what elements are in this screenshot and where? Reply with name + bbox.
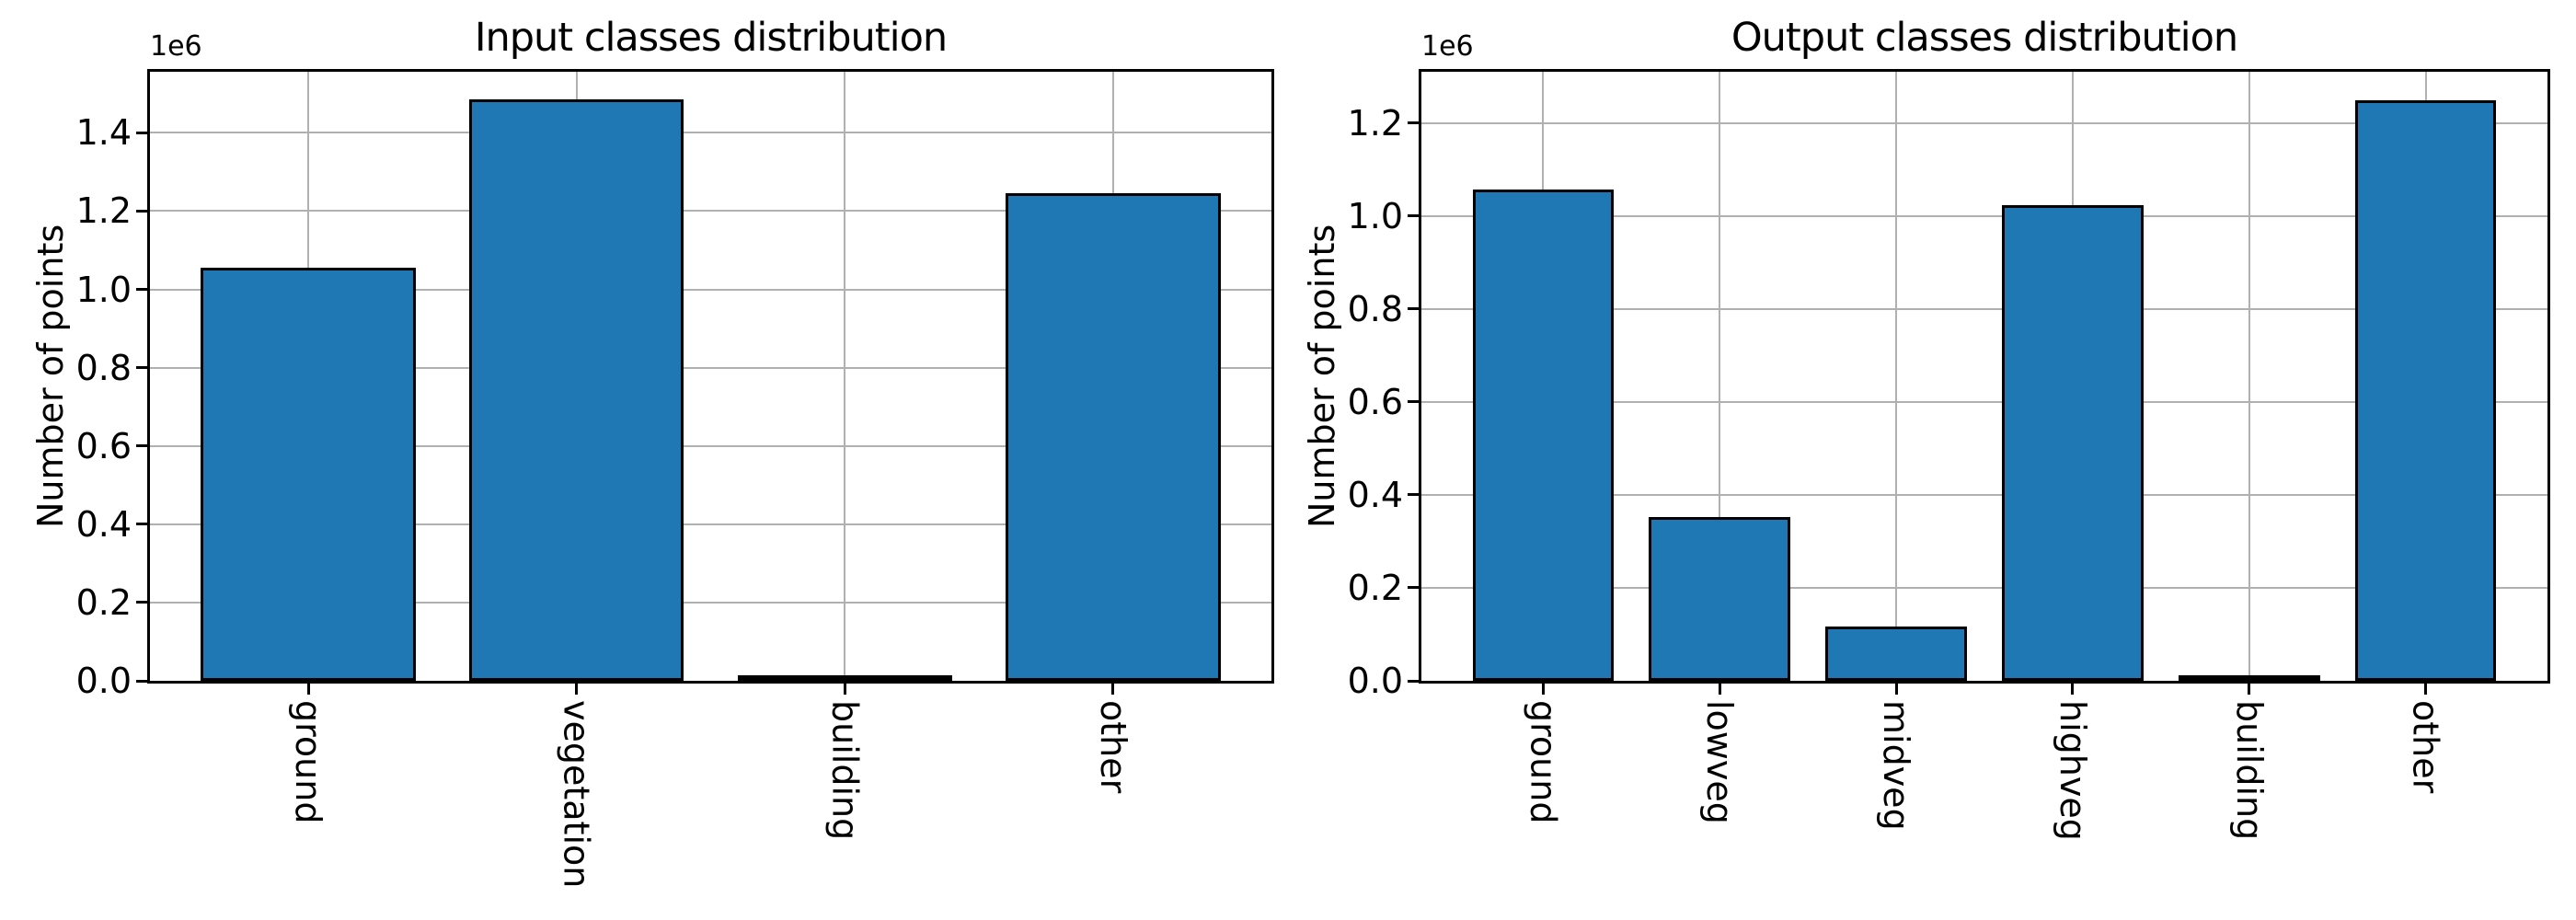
gridline-h [150, 444, 1271, 447]
bar-building [2179, 675, 2320, 681]
y-axis-offset-label: 1e6 [150, 30, 202, 63]
gridline-h [150, 601, 1271, 604]
y-tick-label: 1.2 [1347, 102, 1403, 144]
chart-title: Output classes distribution [1731, 15, 2238, 61]
x-tick-label: other [2405, 700, 2446, 794]
chart-title: Input classes distribution [474, 15, 948, 61]
y-tick-label: 0.8 [1347, 288, 1403, 329]
y-tick-label: 0.4 [1347, 474, 1403, 515]
x-tick-label: other [1092, 700, 1133, 794]
bar-ground [1472, 190, 1615, 681]
bar-building [737, 675, 952, 681]
x-tick-label: midveg [1876, 700, 1917, 831]
y-tick [1408, 121, 1421, 125]
y-tick-label: 1.4 [75, 112, 132, 154]
y-tick-label: 1.0 [75, 269, 132, 310]
y-tick-label: 0.4 [75, 503, 132, 545]
plot-area [147, 69, 1274, 684]
gridline-h [1421, 586, 2547, 589]
gridline-h [150, 366, 1271, 369]
gridline-v [844, 72, 846, 681]
y-tick [136, 444, 150, 448]
y-tick-label: 1.0 [1347, 195, 1403, 236]
gridline-v [1719, 72, 1721, 681]
x-tick [1894, 684, 1898, 695]
gridline-h [150, 288, 1271, 291]
y-tick [1408, 493, 1421, 497]
x-tick [2071, 684, 2075, 695]
bar-lowveg [1649, 517, 1790, 681]
gridline-h [150, 132, 1271, 134]
x-tick [2424, 684, 2428, 695]
gridline-v [2248, 72, 2250, 681]
y-tick-label: 0.6 [75, 425, 132, 466]
x-tick-label: lowveg [1699, 700, 1741, 824]
y-tick [1408, 307, 1421, 311]
gridline-h [1421, 121, 2547, 124]
y-tick [1408, 679, 1421, 683]
y-tick-label: 0.8 [75, 347, 132, 388]
gridline-h [150, 210, 1271, 213]
x-tick-label: building [824, 700, 866, 841]
gridline-h [1421, 214, 2547, 217]
y-tick-label: 0.0 [75, 661, 132, 701]
y-tick-label: 0.0 [1347, 661, 1403, 701]
bar-vegetation [469, 99, 684, 681]
bar-other [1006, 193, 1221, 681]
x-tick [1111, 684, 1115, 695]
y-tick [136, 209, 150, 213]
gridline-h [1421, 493, 2547, 496]
y-tick-label: 0.2 [1347, 567, 1403, 608]
x-tick [843, 684, 846, 695]
x-tick-label: highveg [2052, 700, 2093, 841]
bar-ground [201, 268, 416, 681]
x-tick [575, 684, 579, 695]
y-tick [1408, 586, 1421, 590]
plot-area [1419, 69, 2550, 684]
y-tick-label: 0.6 [1347, 381, 1403, 422]
y-tick [136, 131, 150, 134]
x-tick-label: building [2228, 700, 2270, 841]
y-tick [136, 523, 150, 526]
bar-other [2354, 100, 2497, 681]
x-tick-label: ground [288, 700, 329, 824]
x-tick-label: vegetation [556, 700, 597, 889]
x-tick [1541, 684, 1545, 695]
x-tick [1718, 684, 1721, 695]
y-tick-label: 0.2 [75, 581, 132, 623]
y-tick [1408, 400, 1421, 404]
gridline-h [1421, 400, 2547, 403]
y-tick [136, 366, 150, 370]
gridline-h [1421, 307, 2547, 310]
y-tick [136, 601, 150, 604]
bar-midveg [1825, 627, 1967, 681]
x-tick [2248, 684, 2251, 695]
x-tick-label: ground [1523, 700, 1564, 824]
gridline-v [1895, 72, 1898, 681]
x-tick [306, 684, 310, 695]
y-tick-label: 1.2 [75, 190, 132, 232]
y-tick [1408, 214, 1421, 218]
y-axis-offset-label: 1e6 [1421, 30, 1474, 63]
y-tick [136, 288, 150, 292]
y-tick [136, 679, 150, 683]
bar-highveg [2002, 205, 2144, 681]
gridline-h [150, 523, 1271, 525]
